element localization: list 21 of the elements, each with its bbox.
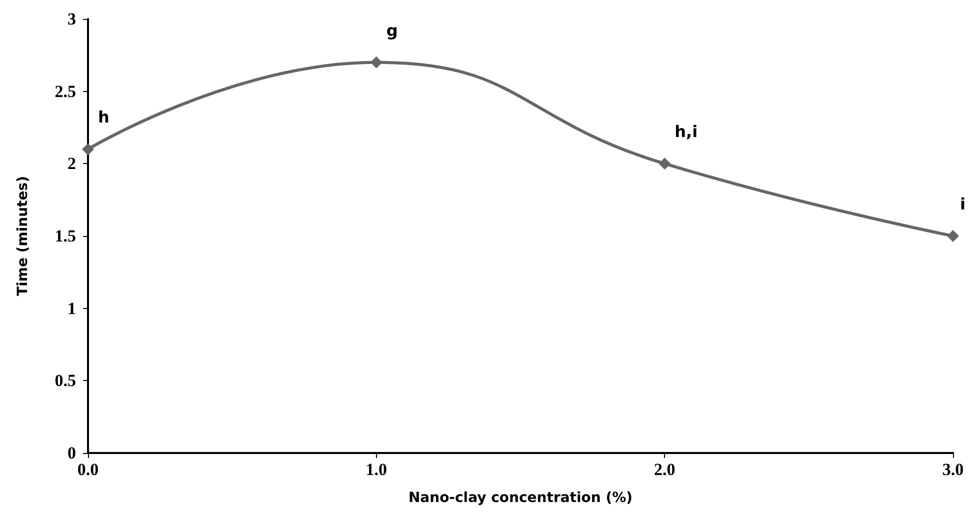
annotation: h xyxy=(98,108,110,127)
y-tick-label: 3 xyxy=(68,10,76,28)
annotation: h,i xyxy=(674,122,698,142)
y-tick-label: 0.5 xyxy=(54,371,76,390)
x-tick-label: 2.0 xyxy=(654,460,676,479)
y-tick-label: 2.5 xyxy=(54,82,76,101)
y-tick-label: 1 xyxy=(68,298,76,318)
x-axis-title: Nano-clay concentration (%) xyxy=(408,490,633,506)
x-tick-label: 1.0 xyxy=(366,460,387,479)
y-axis-title: Time (minutes) xyxy=(15,176,31,296)
y-tick-label: 2 xyxy=(68,154,76,174)
annotation: i xyxy=(960,194,966,214)
point xyxy=(370,56,382,68)
x-tick-label: 3.0 xyxy=(942,460,964,479)
x-tick-label: 0.0 xyxy=(77,460,99,479)
point xyxy=(82,143,94,156)
y-tick-label: 1.5 xyxy=(54,226,76,246)
y-tick-label: 0 xyxy=(68,444,76,462)
annotation: g xyxy=(386,20,398,40)
point xyxy=(947,230,959,242)
point xyxy=(658,158,671,170)
